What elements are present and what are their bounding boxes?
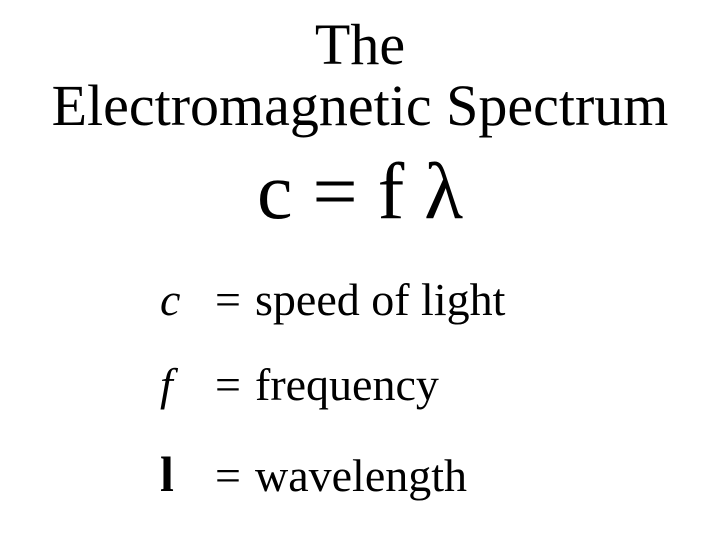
- title-line-2: Electromagnetic Spectrum: [52, 73, 669, 138]
- description-lambda: wavelength: [255, 439, 467, 513]
- main-equation: c = f λ: [20, 147, 700, 238]
- symbol-c: c: [160, 263, 215, 337]
- equals-sign: =: [215, 439, 255, 513]
- symbol-lambda: l: [160, 434, 215, 514]
- definition-row: f = frequency: [160, 348, 700, 422]
- definition-row: l = wavelength: [160, 434, 700, 514]
- slide-title: The Electromagnetic Spectrum: [20, 15, 700, 137]
- title-line-1: The: [315, 12, 405, 77]
- description-f: frequency: [255, 348, 439, 422]
- equals-sign: =: [215, 348, 255, 422]
- description-c: speed of light: [255, 263, 505, 337]
- equals-sign: =: [215, 263, 255, 337]
- definitions: c = speed of light f = frequency l = wav…: [160, 263, 700, 514]
- symbol-f: f: [160, 348, 215, 422]
- slide: The Electromagnetic Spectrum c = f λ c =…: [0, 0, 720, 540]
- definition-row: c = speed of light: [160, 263, 700, 337]
